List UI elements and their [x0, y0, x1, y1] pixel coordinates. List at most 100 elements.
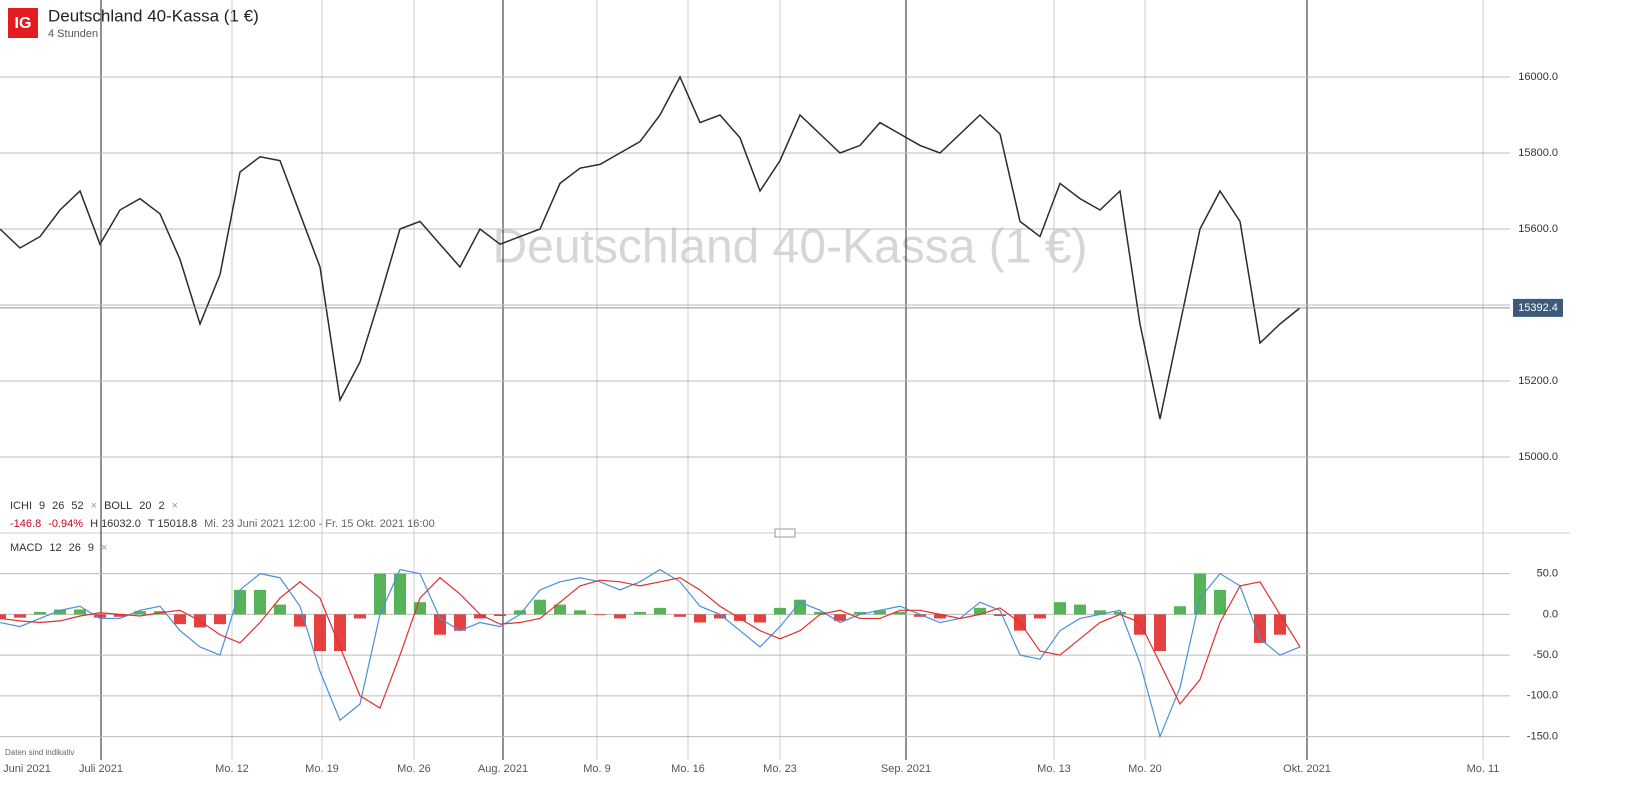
histogram-bar [774, 607, 786, 615]
y-tick-label: 16000.0 [1518, 71, 1558, 83]
histogram-bar [1154, 614, 1166, 652]
histogram-bar [1074, 604, 1086, 615]
histogram-bar [1094, 610, 1106, 615]
histogram-bar [494, 614, 506, 617]
histogram-bar [74, 609, 86, 615]
y-tick-label: -100.0 [1527, 690, 1558, 702]
change: -146.8 [10, 518, 41, 530]
histogram-bar [614, 614, 626, 619]
histogram-bar [1034, 614, 1046, 619]
histogram-bar [934, 614, 946, 619]
histogram-bar [254, 589, 266, 615]
macd-line [0, 568, 1301, 739]
histogram-bar [354, 614, 366, 619]
y-tick-label: -150.0 [1527, 730, 1558, 742]
current-price-label: 15392.4 [1518, 302, 1558, 314]
x-tick-label: Juni 2021 [3, 763, 51, 775]
indicator-name: BOLL [104, 500, 132, 512]
histogram-bar [914, 614, 926, 617]
x-tick-label: Mo. 20 [1128, 763, 1162, 775]
y-tick-label: 50.0 [1537, 568, 1558, 580]
x-tick-label: Mo. 26 [397, 763, 431, 775]
histogram-bar [434, 614, 446, 635]
histogram-bar [854, 611, 866, 615]
histogram-bar [874, 610, 886, 615]
histogram-bar [834, 614, 846, 621]
histogram-bar [334, 614, 346, 652]
chart-subtitle: 4 Stunden [48, 28, 98, 40]
price-line [0, 75, 1301, 420]
current-price-tag [1513, 298, 1563, 317]
indicator-param: 9 [88, 542, 94, 554]
chart-title: Deutschland 40-Kassa (1 €) [48, 6, 259, 25]
x-tick-label: Aug. 2021 [478, 763, 528, 775]
histogram-bar [714, 614, 726, 619]
histogram-bar [974, 607, 986, 615]
histogram-bar [654, 607, 666, 615]
x-tick-label: Okt. 2021 [1283, 763, 1331, 775]
histogram-bar [534, 599, 546, 615]
histogram-bar [274, 604, 286, 615]
indicator-param: 26 [69, 542, 81, 554]
histogram-bar [454, 614, 466, 631]
histogram-bar [1254, 614, 1266, 643]
histogram-bar [174, 614, 186, 625]
y-tick-label: 15600.0 [1518, 223, 1558, 235]
close-icon[interactable]: × [91, 500, 97, 512]
x-tick-label: Mo. 19 [305, 763, 339, 775]
divider-handle[interactable] [774, 528, 796, 538]
x-tick-label: Mo. 9 [583, 763, 611, 775]
indicator-param: 20 [139, 500, 151, 512]
histogram-bar [1194, 573, 1206, 615]
close-icon[interactable]: × [101, 542, 107, 554]
histogram-bar [234, 589, 246, 615]
histogram-bar [114, 614, 126, 617]
y-tick-label: -50.0 [1533, 649, 1558, 661]
histogram-bar [214, 614, 226, 625]
histogram-bar [814, 611, 826, 615]
histogram-bar [34, 611, 46, 615]
change-pct: -0.94% [48, 518, 83, 530]
footnote: Daten sind indikativ [5, 748, 74, 757]
histogram-bar [394, 573, 406, 615]
indicator-param: 2 [158, 500, 164, 512]
indicator-param: 9 [39, 500, 45, 512]
histogram-bar [694, 614, 706, 623]
histogram-bar [14, 614, 26, 618]
x-tick-label: Mo. 11 [1467, 763, 1500, 775]
histogram-bar [674, 614, 686, 617]
histogram-bar [54, 609, 66, 615]
x-tick-label: Mo. 13 [1037, 763, 1071, 775]
histogram-bar [94, 614, 106, 618]
histogram-bar [134, 611, 146, 615]
range: Mi. 23 Juni 2021 12:00 - Fr. 15 Okt. 202… [204, 518, 435, 530]
histogram-bar [514, 610, 526, 615]
indicator-param: 52 [71, 500, 83, 512]
histogram-bar [594, 614, 606, 616]
histogram-bar [734, 614, 746, 621]
histogram-bar [374, 573, 386, 615]
histogram-bar [1174, 606, 1186, 615]
low: T 15018.8 [148, 518, 197, 530]
x-tick-label: Sep. 2021 [881, 763, 931, 775]
high: H 16032.0 [90, 518, 141, 530]
indicator-name: MACD [10, 542, 42, 554]
y-tick-label: 15800.0 [1518, 147, 1558, 159]
y-tick-label: 15200.0 [1518, 375, 1558, 387]
logo-box [8, 8, 38, 38]
x-tick-label: Mo. 12 [215, 763, 249, 775]
y-tick-label: 0.0 [1543, 608, 1558, 620]
histogram-bar [754, 614, 766, 623]
histogram-bar [474, 614, 486, 619]
histogram-bar [634, 611, 646, 615]
histogram-bar [314, 614, 326, 652]
close-icon[interactable]: × [172, 500, 178, 512]
histogram-bar [574, 610, 586, 615]
watermark: Deutschland 40-Kassa (1 €) [493, 221, 1088, 274]
logo: IG [15, 15, 32, 32]
x-tick-label: Juli 2021 [79, 763, 123, 775]
indicator-param: 12 [49, 542, 61, 554]
histogram-bar [0, 614, 6, 619]
